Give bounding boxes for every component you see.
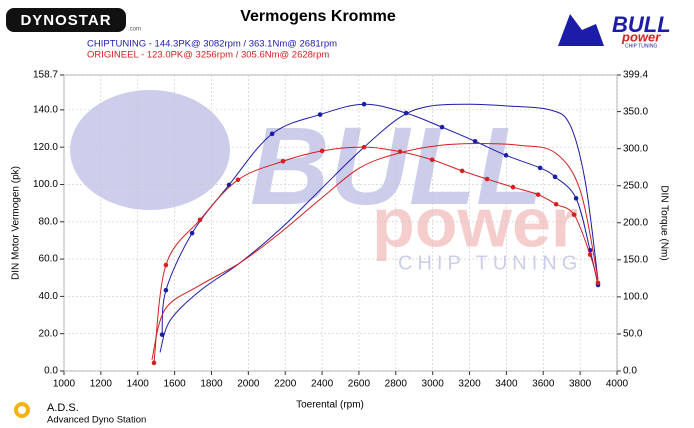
y2-tick-label: 50.0 [623, 329, 643, 340]
data-point [403, 110, 409, 116]
data-point [587, 252, 593, 257]
ads-title: A.D.S. [47, 402, 79, 414]
y2-axis-title: DIN Torque (Nm) [658, 185, 669, 260]
data-point [439, 124, 445, 130]
series-line [159, 103, 599, 353]
y2-tick-label: 100.0 [623, 292, 648, 303]
x-tick-label: 1200 [90, 379, 113, 390]
data-point [197, 217, 203, 223]
data-point [484, 176, 490, 182]
y2-tick-label: 0.0 [623, 366, 637, 377]
x-tick-label: 1000 [53, 379, 76, 390]
x-tick-label: 4000 [606, 379, 629, 390]
y-tick-label: 158.7 [33, 70, 58, 81]
data-point [235, 177, 241, 183]
data-point [159, 332, 165, 337]
bull-icon [558, 14, 604, 46]
y2-tick-label: 399.4 [623, 70, 648, 81]
chart-title: Vermogens Kromme [240, 8, 396, 25]
data-point [189, 230, 195, 236]
x-tick-label: 2000 [237, 379, 260, 390]
dynostar-text: DYNOSTAR [20, 12, 111, 29]
y-tick-label: 100.0 [33, 179, 58, 190]
x-tick-label: 3800 [569, 379, 592, 390]
data-point [163, 287, 169, 293]
x-tick-label: 2400 [311, 379, 334, 390]
data-point [226, 182, 232, 188]
y2-tick-label: 200.0 [623, 217, 648, 228]
y2-tick-label: 350.0 [623, 106, 648, 117]
data-point [552, 174, 558, 180]
y2-tick-label: 250.0 [623, 180, 648, 191]
data-point [535, 192, 541, 197]
x-tick-label: 3200 [458, 379, 481, 390]
ads-icon-center [18, 406, 26, 414]
x-tick-label: 1600 [163, 379, 186, 390]
x-tick-label: 1400 [127, 379, 150, 390]
x-tick-label: 2200 [274, 379, 297, 390]
y-tick-label: 0.0 [44, 366, 58, 377]
data-point [472, 138, 478, 144]
bull-logo: BULL [612, 12, 671, 37]
data-point [317, 112, 323, 117]
x-tick-label: 2600 [348, 379, 371, 390]
x-tick-label: 3600 [532, 379, 555, 390]
data-point [537, 165, 543, 171]
power-logo: power [621, 29, 661, 44]
dynostar-logo [6, 8, 126, 32]
data-point [459, 168, 465, 174]
data-point [595, 280, 601, 286]
data-point [151, 360, 157, 366]
y-tick-label: 40.0 [39, 291, 59, 302]
x-tick-label: 1800 [200, 379, 223, 390]
watermark-bull: BULL [250, 105, 543, 228]
data-point [397, 149, 403, 154]
y-axis-title: DIN Motor Vermogen (pk) [11, 166, 22, 280]
legend-entry: ORIGINEEL - 123.0PK@ 3256rpm / 305.6Nm@ … [87, 50, 329, 61]
y2-tick-label: 150.0 [623, 254, 648, 265]
data-point [571, 212, 577, 217]
data-point [280, 158, 286, 164]
x-tick-label: 3400 [495, 379, 518, 390]
data-point [319, 148, 325, 154]
y-tick-label: 120.0 [33, 142, 58, 153]
ads-subtitle: Advanced Dyno Station [47, 415, 146, 426]
data-point [361, 144, 367, 150]
series-line [151, 142, 599, 360]
watermark-bull-icon [70, 90, 230, 210]
y2-tick-label: 300.0 [623, 143, 648, 154]
x-tick-label: 2800 [385, 379, 408, 390]
data-point [361, 101, 367, 107]
x-tick-label: 3000 [422, 379, 445, 390]
data-point [573, 196, 579, 201]
y-tick-label: 60.0 [39, 254, 59, 265]
data-point [510, 184, 516, 190]
data-point [429, 157, 435, 163]
y-tick-label: 80.0 [39, 216, 59, 227]
chip-tuning-logo: CHIP TUNING [625, 43, 657, 49]
x-axis-title: Toerental (rpm) [296, 400, 364, 411]
data-point [163, 262, 169, 268]
watermark-chip: CHIP TUNING [398, 252, 582, 274]
legend-entry: CHIPTUNING - 144.3PK@ 3082rpm / 363.1Nm@… [87, 39, 337, 50]
dynostar-suffix: .com [128, 27, 141, 33]
y-tick-label: 140.0 [33, 105, 58, 116]
y-tick-label: 20.0 [39, 328, 59, 339]
data-point [553, 201, 559, 207]
watermark: BULL power CHIP TUNING [70, 90, 582, 274]
data-point [269, 131, 275, 137]
watermark-power: power [372, 183, 578, 261]
data-point [503, 153, 509, 158]
